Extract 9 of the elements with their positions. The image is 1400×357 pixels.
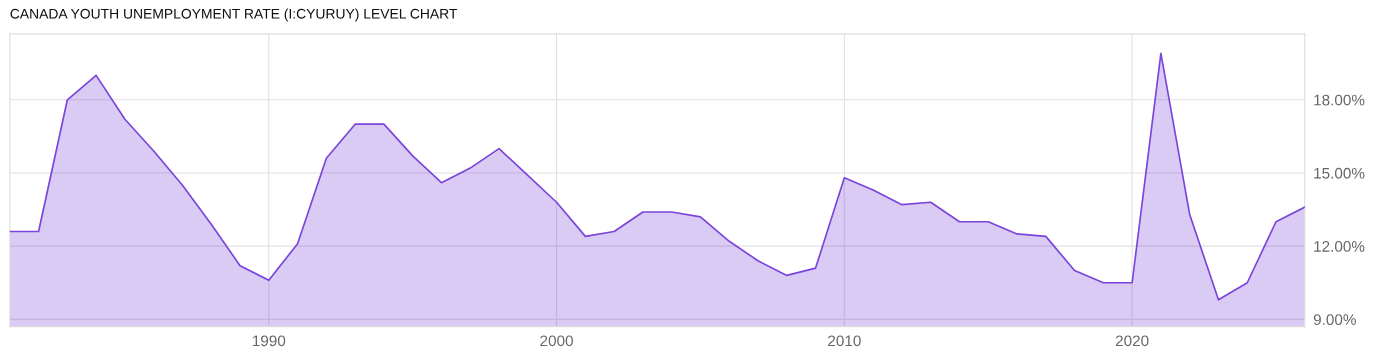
- x-tick-label: 2020: [1115, 335, 1149, 347]
- y-tick-label: 12.00%: [1314, 241, 1365, 252]
- chart-title: CANADA YOUTH UNEMPLOYMENT RATE (I:CYURUY) LEVEL CHART: [10, 8, 458, 22]
- y-tick-label: 9.00%: [1313, 314, 1356, 326]
- x-tick-label: 2000: [540, 335, 573, 347]
- y-tick-label: 18.00%: [1314, 94, 1365, 106]
- x-tick-label: 2010: [828, 335, 861, 347]
- x-tick-label: 1990: [252, 335, 286, 347]
- y-tick-label: 15.00%: [1314, 167, 1365, 179]
